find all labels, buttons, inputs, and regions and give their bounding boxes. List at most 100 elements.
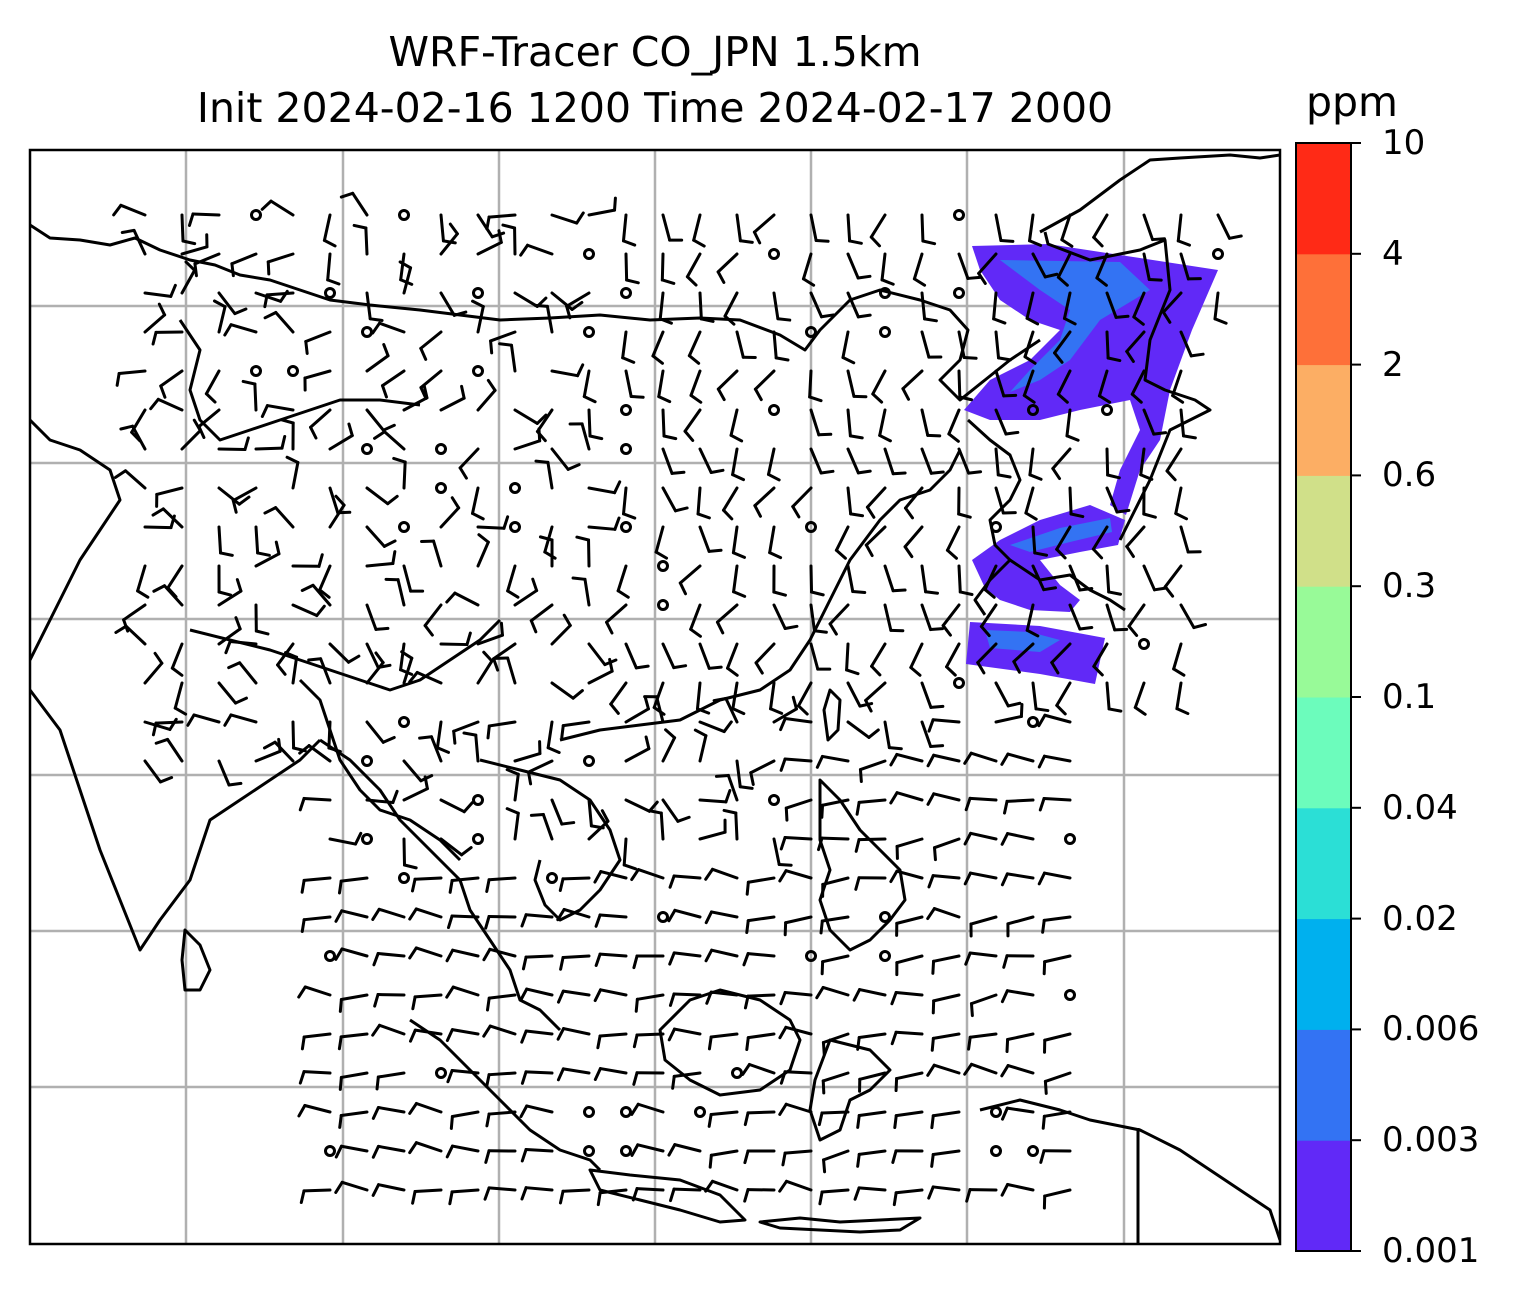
wind-barb-255 [1031, 564, 1058, 592]
wind-barb-156 [180, 418, 202, 451]
wind-barb-518 [778, 1025, 813, 1040]
calm-marker-47 [657, 911, 669, 923]
calm-marker-59 [324, 1145, 336, 1157]
coastline-new-guinea [979, 1098, 1280, 1241]
wind-barb-501 [890, 991, 924, 1006]
wind-barb-454 [520, 913, 554, 928]
wind-barb-242 [506, 564, 520, 599]
wind-barb-367 [1037, 713, 1072, 728]
wind-barb-503 [969, 993, 998, 1018]
wind-barb-587 [631, 1187, 665, 1202]
wind-barb-438 [704, 867, 739, 881]
wind-barb-243 [538, 535, 554, 568]
wind-barb-354 [546, 720, 561, 754]
wind-barb-397 [550, 798, 576, 826]
plot-title-line2: Init 2024-02-16 1200 Time 2024-02-17 200… [196, 84, 1114, 132]
calm-marker-41 [768, 794, 780, 806]
wind-barb-534 [632, 1071, 665, 1086]
colorbar-segment-5 [1296, 586, 1351, 698]
wind-barb-94 [772, 330, 790, 362]
wind-barb-337 [920, 681, 945, 709]
wind-barb-287 [1179, 603, 1208, 630]
wind-barb-21 [1028, 213, 1043, 247]
wind-barb-288 [114, 624, 147, 646]
wind-barb-400 [661, 798, 691, 823]
wind-barb-201 [957, 486, 972, 519]
wind-barb-580 [371, 1183, 406, 1197]
wind-barb-366 [994, 702, 1024, 724]
wind-barb-589 [704, 1179, 739, 1193]
wind-barb-329 [609, 681, 628, 715]
wind-barb-378 [526, 759, 554, 786]
wind-barb-285 [1105, 603, 1129, 632]
wind-barb-482 [964, 951, 998, 966]
wind-barb-90 [621, 330, 636, 364]
wind-barb-164 [550, 447, 581, 471]
wind-barb-174 [957, 447, 983, 475]
wind-barb-13 [692, 213, 706, 248]
wind-barb-245 [616, 564, 630, 599]
wind-barb-566 [484, 1149, 517, 1164]
wind-barb-281 [941, 603, 961, 637]
wind-barb-481 [931, 954, 961, 975]
wind-barb-498 [779, 990, 813, 1006]
wind-barb-448 [300, 915, 332, 934]
calm-marker-62 [990, 1145, 1002, 1157]
wind-barb-527 [338, 1071, 369, 1091]
wind-barb-299 [550, 613, 572, 646]
wind-barb-54 [143, 283, 177, 298]
wind-barb-477 [704, 948, 739, 963]
wind-barb-122 [901, 369, 924, 401]
wind-barb-61 [439, 291, 468, 317]
wind-barb-67 [723, 291, 739, 326]
wind-barb-52 [1142, 252, 1163, 282]
calm-marker-3 [583, 248, 595, 260]
wind-barb-440 [778, 869, 813, 883]
wind-barb-237 [318, 564, 332, 599]
wind-barb-300 [587, 642, 618, 667]
wind-barb-340 [1055, 681, 1072, 716]
wind-barb-574 [856, 1149, 887, 1168]
calm-marker-53 [435, 1067, 447, 1079]
wind-barb-311 [976, 642, 998, 675]
wind-barb-496 [705, 990, 739, 1005]
coastline-java [588, 1168, 747, 1224]
wind-barb-347 [223, 713, 258, 727]
colorbar-segment-0 [1296, 1140, 1351, 1252]
wind-barb-30 [230, 252, 258, 278]
wind-barb-321 [307, 657, 332, 685]
wind-barb-456 [594, 913, 628, 928]
wind-barb-537 [779, 1070, 813, 1085]
wind-barb-405 [855, 798, 887, 816]
wind-barb-453 [484, 915, 517, 930]
wind-barb-99 [1023, 330, 1037, 365]
calm-marker-56 [620, 1106, 632, 1118]
wind-barb-123 [957, 369, 973, 402]
colorbar-tick-label-6: 0.3 [1382, 566, 1437, 607]
wind-barb-541 [926, 1063, 961, 1077]
wind-barb-353 [486, 720, 517, 740]
coastlines [30, 153, 1280, 1244]
wind-barb-177 [1051, 447, 1072, 481]
wind-barb-22 [1060, 213, 1074, 248]
calm-marker-48 [879, 911, 891, 923]
wind-barb-479 [820, 954, 850, 976]
wind-barb-194 [696, 486, 711, 520]
wind-barb-467 [334, 947, 369, 961]
wind-barb-547 [371, 1106, 406, 1120]
calm-marker-33 [657, 599, 669, 611]
wind-barb-73 [1025, 291, 1040, 326]
wind-barb-7 [476, 213, 506, 239]
wind-barb-306 [809, 642, 832, 671]
wind-barb-85 [371, 321, 406, 335]
wind-barb-345 [151, 720, 184, 737]
wind-barb-88 [489, 330, 517, 355]
wind-barb-504 [1000, 989, 1035, 1004]
calm-marker-49 [324, 950, 336, 962]
wind-barb-220 [698, 525, 723, 553]
wind-barb-162 [458, 447, 480, 480]
wind-barb-331 [695, 681, 711, 715]
wind-barb-488 [411, 993, 443, 1011]
wind-barb-188 [392, 456, 407, 490]
